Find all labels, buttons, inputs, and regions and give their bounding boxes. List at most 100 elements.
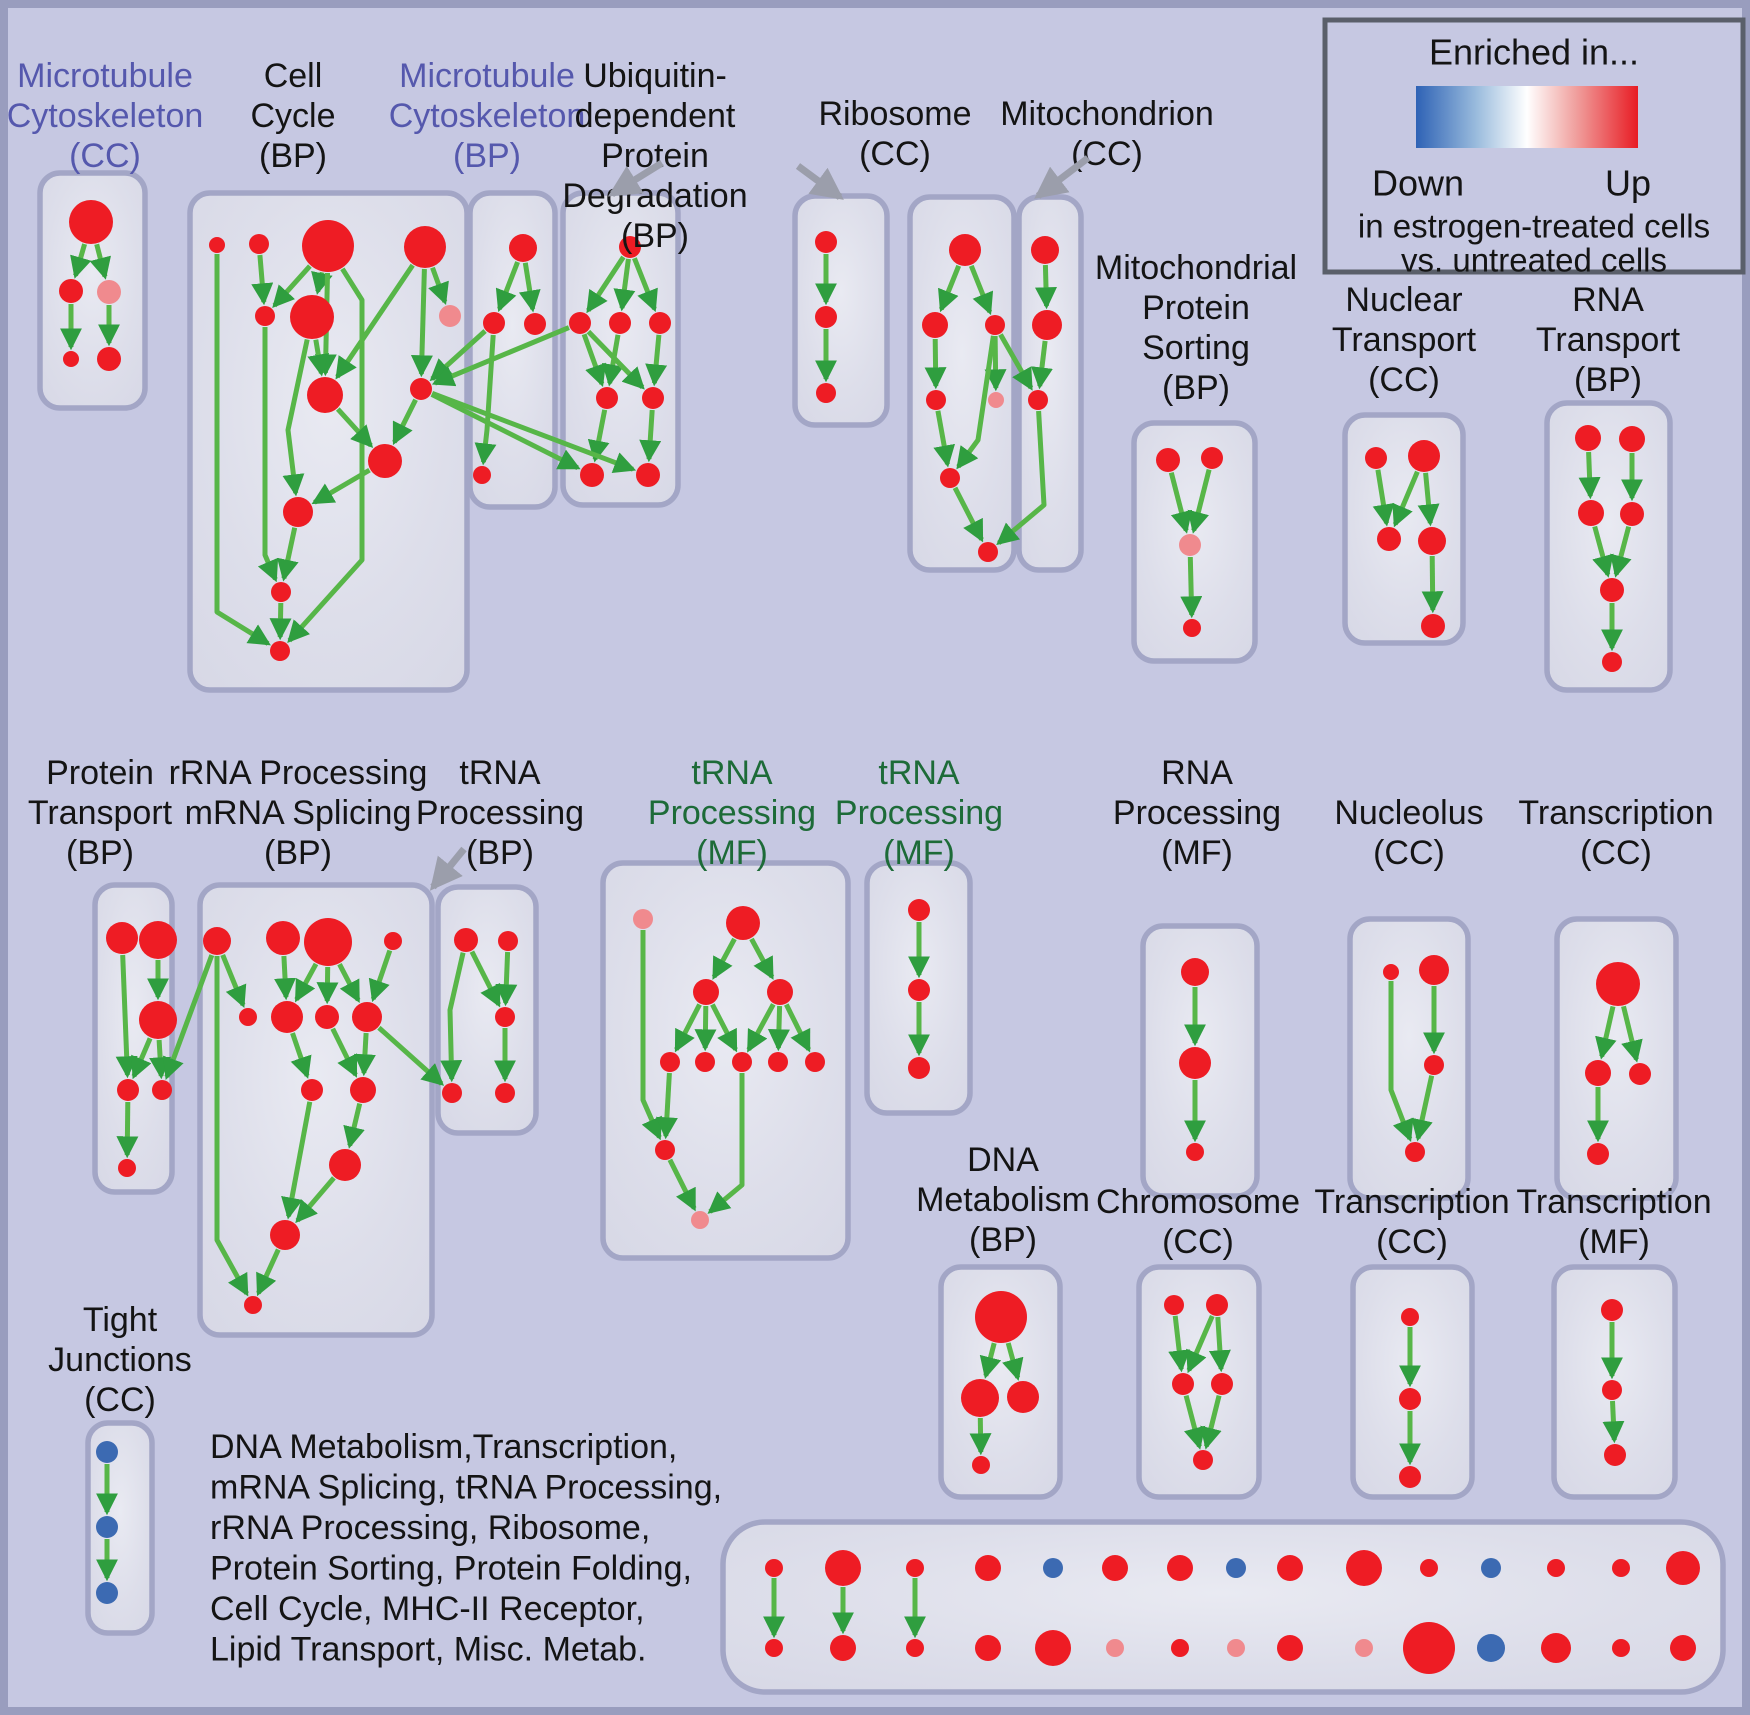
node-transcription-cc1-k3 bbox=[1629, 1063, 1651, 1085]
legend-subtitle-1: in estrogen-treated cells bbox=[1358, 208, 1710, 245]
cross-edge-cell-cycle.n9-ubiq.ub2 bbox=[431, 390, 637, 473]
node-mps-pb bbox=[1183, 619, 1201, 637]
node-trna-bp-tb3 bbox=[495, 1007, 515, 1027]
node-matrix-top-1 bbox=[765, 1559, 783, 1577]
node-transcription-cc2-f2 bbox=[1399, 1388, 1421, 1410]
cluster-label-nuclear-transport: Nuclear Transport (CC) bbox=[1332, 281, 1477, 399]
node-mt-bp-m0 bbox=[509, 234, 537, 262]
cluster-box-transcription-cc1 bbox=[1554, 916, 1679, 1201]
node-nucleolus-j4 bbox=[1405, 1142, 1425, 1162]
cluster-label-transcription-mf: Transcription (MF) bbox=[1516, 1183, 1711, 1261]
node-nuclear-transport-m1 bbox=[1377, 527, 1401, 551]
node-cell-cycle-n2 bbox=[249, 234, 269, 254]
node-ribosome-r3 bbox=[926, 390, 946, 410]
edge-ribosome-r3-r5 bbox=[933, 410, 956, 468]
node-rrna-s2 bbox=[266, 921, 300, 955]
pointer-to-trna-bp-box bbox=[429, 846, 467, 891]
node-trna-bp-tb5 bbox=[495, 1083, 515, 1103]
node-tight-junctions-z1 bbox=[96, 1441, 118, 1463]
node-matrix-bottom-10 bbox=[1355, 1639, 1373, 1657]
node-rrna-s1 bbox=[203, 927, 231, 955]
node-trna-mf1-g6 bbox=[732, 1052, 752, 1072]
edge-nuclear-transport-m2-b bbox=[1421, 555, 1444, 614]
node-mt-cc-d bbox=[63, 351, 79, 367]
shared-terms-note: DNA Metabolism,Transcription, mRNA Splici… bbox=[210, 1428, 722, 1669]
node-trna-mf2-h3 bbox=[908, 1057, 930, 1079]
node-mt-bp-m2 bbox=[524, 313, 546, 335]
node-matrix-bottom-1 bbox=[765, 1639, 783, 1657]
node-matrix-top-11 bbox=[1420, 1559, 1438, 1577]
node-matrix-bottom-5 bbox=[1035, 1630, 1071, 1666]
edge-trna-mf1-g1-g2 bbox=[711, 937, 737, 980]
edge-rrna-s2-s6 bbox=[274, 955, 297, 1001]
node-ribosome-r4 bbox=[988, 392, 1004, 408]
node-cell-cycle-n13 bbox=[270, 641, 290, 661]
edge-nuclear-transport-t2-m1 bbox=[1392, 470, 1420, 528]
node-ribosome-r6 bbox=[978, 542, 998, 562]
node-ubiq-chain-c0 bbox=[815, 231, 837, 253]
pointer-to-ubiquitin-box bbox=[607, 160, 664, 197]
cluster-box-protein-transport bbox=[92, 882, 175, 1195]
node-nuclear-transport-b bbox=[1421, 614, 1445, 638]
edge-mt-bp-m0-m1 bbox=[495, 261, 520, 313]
node-mt-cc-b bbox=[59, 279, 83, 303]
edge-rna-transport-m1-c bbox=[1592, 525, 1614, 578]
node-matrix-top-7 bbox=[1167, 1555, 1193, 1581]
edge-chromosome-e2-e4 bbox=[1208, 1316, 1231, 1373]
node-matrix-bottom-11 bbox=[1403, 1622, 1455, 1674]
node-matrix-bottom-15 bbox=[1670, 1635, 1696, 1661]
node-cell-cycle-n9 bbox=[410, 378, 432, 400]
edge-trna-bp-tb1-tb3 bbox=[469, 950, 501, 1008]
edge-trna-mf1-g3-g8 bbox=[784, 1003, 811, 1053]
node-ubiq-ub1 bbox=[580, 463, 604, 487]
node-mt-cc-a bbox=[69, 200, 113, 244]
node-trna-mf1-g10 bbox=[691, 1211, 709, 1229]
node-matrix-top-6 bbox=[1102, 1555, 1128, 1581]
edge-dna-metabolism-d1-d2 bbox=[979, 1342, 1002, 1379]
node-transcription-cc1-k1 bbox=[1596, 962, 1640, 1006]
cluster-label-chromosome: Chromosome (CC) bbox=[1096, 1183, 1300, 1261]
node-transcription-cc1-k4 bbox=[1587, 1143, 1609, 1165]
legend-title: Enriched in... bbox=[1429, 32, 1639, 73]
node-trna-mf1-g9 bbox=[655, 1140, 675, 1160]
node-cell-cycle-n5 bbox=[255, 306, 275, 326]
edge-transcription-cc1-k1-k3 bbox=[1621, 1005, 1643, 1063]
pointer-to-mitochondrion-box bbox=[1034, 155, 1091, 199]
node-rna-transport-m1 bbox=[1578, 500, 1604, 526]
edge-mt-cc-a-b bbox=[70, 243, 92, 279]
node-trna-bp-tb1 bbox=[454, 928, 478, 952]
node-rna-transport-t1 bbox=[1575, 425, 1601, 451]
node-rrna-s4 bbox=[384, 932, 402, 950]
node-ubiq-ub2 bbox=[636, 463, 660, 487]
node-nucleolus-j2 bbox=[1419, 955, 1449, 985]
edge-rrna-s3-s6 bbox=[294, 962, 319, 1003]
node-protein-transport-q1 bbox=[106, 922, 138, 954]
node-mps-p1 bbox=[1156, 448, 1180, 472]
legend-down-label: Down bbox=[1372, 163, 1464, 204]
node-mito-mt2 bbox=[1028, 390, 1048, 410]
edge-protein-transport-q1-q4 bbox=[115, 954, 138, 1079]
cluster-box-rna-transport bbox=[1544, 400, 1673, 693]
node-ubiq-chain-c2 bbox=[816, 383, 836, 403]
node-matrix-top-12 bbox=[1481, 1558, 1501, 1578]
node-cell-cycle-n3 bbox=[302, 220, 354, 272]
edge-rna-transport-m2-c bbox=[1610, 525, 1632, 578]
node-transcription-cc2-f1 bbox=[1401, 1308, 1419, 1326]
edge-rrna-s7-s10 bbox=[330, 1027, 358, 1078]
edge-mt-bp-m0-m2 bbox=[518, 262, 541, 313]
edge-rrna-s8-s10 bbox=[353, 1032, 376, 1077]
edge-rrna-s3-s7 bbox=[316, 966, 339, 1005]
edge-cell-cycle-n6-n11 bbox=[282, 338, 310, 497]
node-trna-mf2-h1 bbox=[908, 899, 930, 921]
node-transcription-mf-l2 bbox=[1602, 1380, 1622, 1400]
edge-ubiq-u1-u4 bbox=[581, 333, 606, 388]
edge-rrna-s6-s9 bbox=[290, 1032, 312, 1079]
edge-trna-mf1-g0-g9 bbox=[640, 930, 662, 1141]
node-trna-mf1-g8 bbox=[805, 1052, 825, 1072]
node-transcription-mf-l1 bbox=[1601, 1299, 1623, 1321]
node-matrix-top-15 bbox=[1666, 1551, 1700, 1585]
node-rrna-s12 bbox=[270, 1220, 300, 1250]
edge-dna-metabolism-d1-d3 bbox=[1002, 1342, 1024, 1381]
